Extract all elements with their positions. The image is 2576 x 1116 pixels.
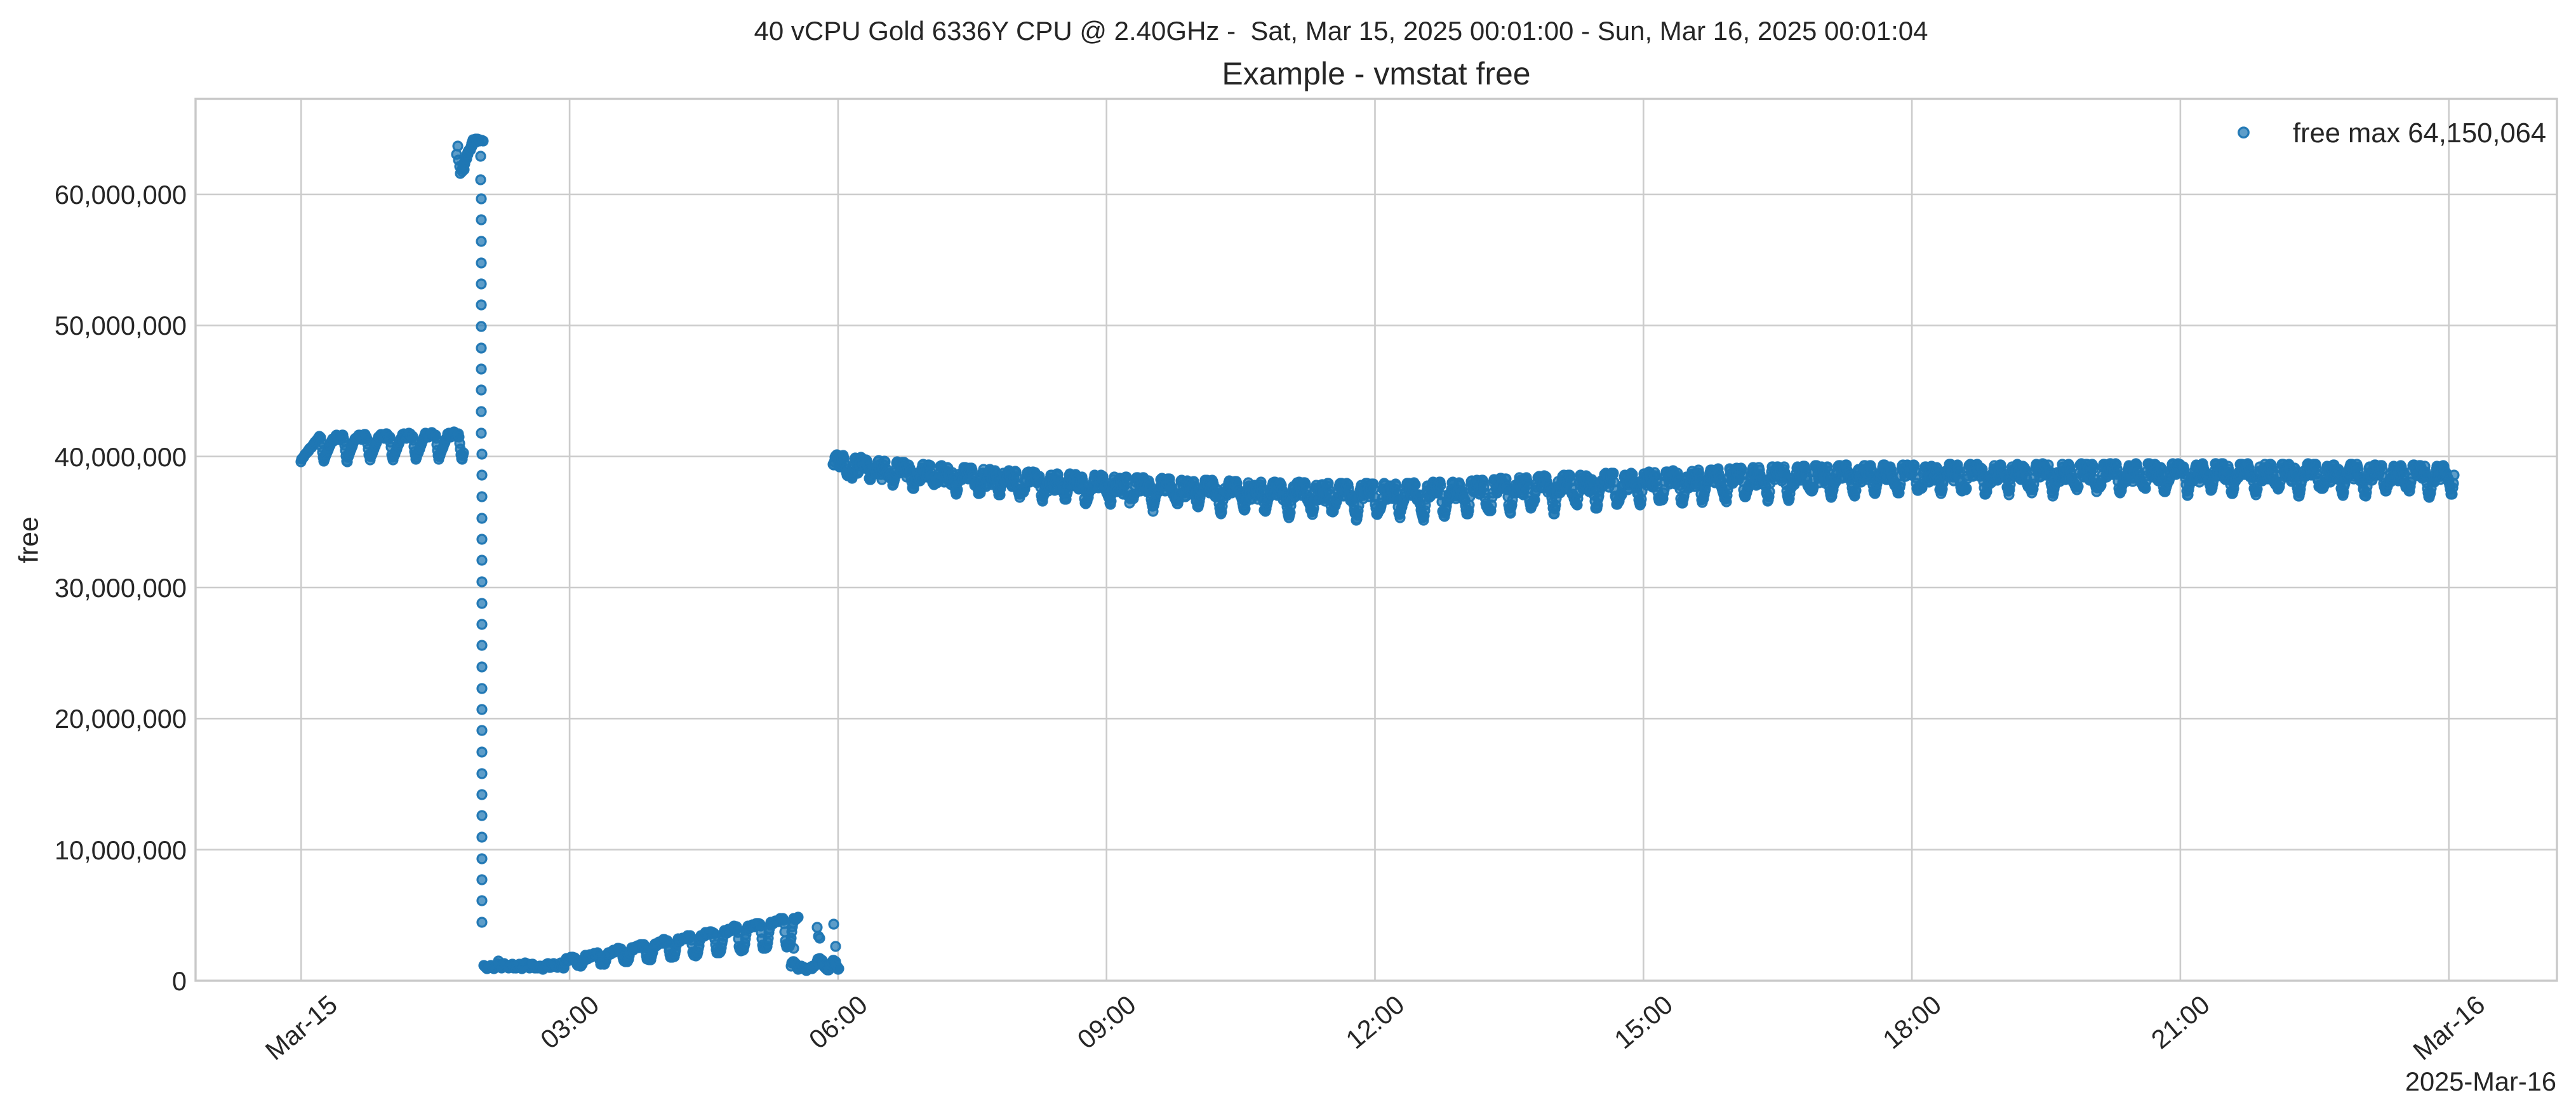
svg-text:10,000,000: 10,000,000	[55, 835, 187, 865]
svg-text:Example - vmstat free: Example - vmstat free	[1222, 56, 1530, 91]
svg-text:30,000,000: 30,000,000	[55, 573, 187, 603]
svg-text:50,000,000: 50,000,000	[55, 311, 187, 340]
svg-text:free max 64,150,064: free max 64,150,064	[2293, 118, 2546, 149]
svg-text:20,000,000: 20,000,000	[55, 704, 187, 734]
svg-text:0: 0	[172, 966, 187, 996]
svg-text:2025-Mar-16: 2025-Mar-16	[2405, 1066, 2556, 1096]
svg-text:60,000,000: 60,000,000	[55, 180, 187, 210]
svg-text:free: free	[15, 516, 44, 563]
svg-text:40,000,000: 40,000,000	[55, 442, 187, 472]
svg-text:40 vCPU Gold 6336Y CPU @ 2.40G: 40 vCPU Gold 6336Y CPU @ 2.40GHz - Sat, …	[754, 16, 1928, 46]
